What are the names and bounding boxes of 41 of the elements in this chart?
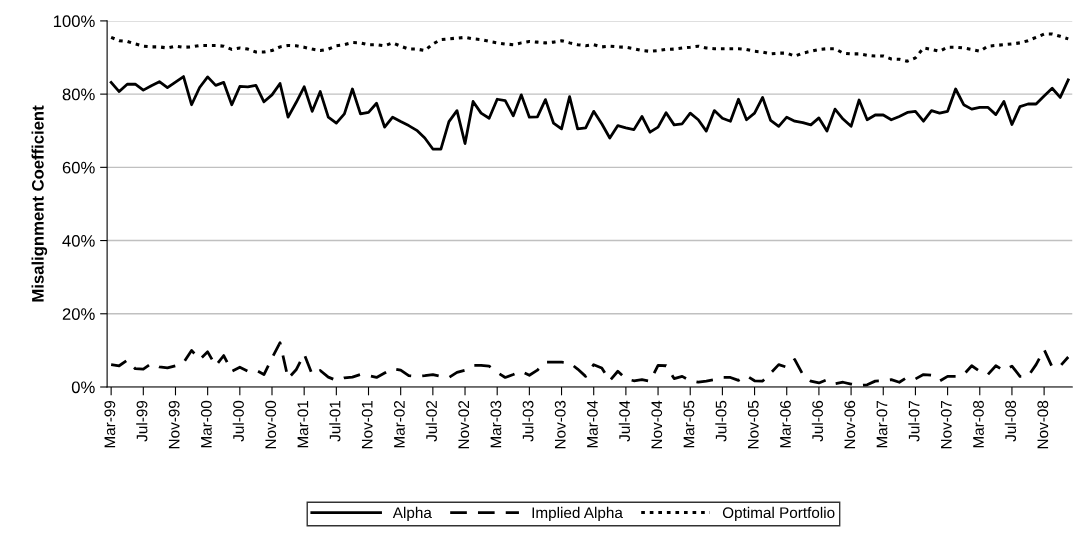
x-tick-label: Nov-05	[747, 400, 759, 449]
legend-label: Optimal Portfolio	[722, 506, 835, 522]
y-tick-label: 40%	[62, 234, 95, 247]
legend-label: Alpha	[392, 506, 432, 522]
x-tick-label: Jul-04	[618, 400, 630, 442]
x-tick-label: Nov-01	[361, 400, 373, 449]
x-tick-label: Jul-05	[715, 400, 727, 442]
x-tick-label: Nov-03	[554, 400, 566, 449]
x-tick-label: Nov-06	[844, 400, 856, 449]
x-tick-label: Nov-99	[168, 400, 180, 449]
x-tick-label: Nov-04	[651, 400, 663, 449]
x-tick-label: Jul-08	[1004, 400, 1017, 442]
x-tick-label: Nov-07	[940, 400, 952, 449]
x-tick-label: Jul-03	[522, 400, 534, 442]
x-tick-label: Jul-07	[908, 400, 920, 442]
y-tick-label: 0%	[71, 381, 95, 394]
x-tick-label: Mar-03	[490, 400, 502, 448]
x-tick-label: Mar-00	[200, 400, 212, 448]
y-tick-label: 20%	[62, 308, 95, 320]
y-tick-label: 80%	[62, 88, 95, 101]
x-tick-label: Nov-00	[265, 400, 277, 449]
x-tick-label: Mar-99	[104, 400, 116, 448]
legend-label: Implied Alpha	[532, 506, 623, 522]
y-tick-label: 100%	[53, 15, 95, 28]
x-tick-label: Mar-02	[393, 400, 405, 448]
x-tick-label: Mar-08	[973, 400, 984, 448]
x-tick-label: Nov-08	[1037, 400, 1049, 449]
x-tick-label: Mar-05	[683, 400, 695, 448]
line-series	[109, 32, 1070, 63]
x-tick-label: Nov-02	[458, 400, 470, 449]
x-tick-label: Mar-06	[780, 400, 791, 448]
y-axis-title: Misalignment Coefficient	[31, 105, 48, 302]
x-tick-label: Jul-99	[136, 400, 148, 442]
x-tick-label: Jul-06	[811, 400, 824, 442]
x-tick-label: Jul-02	[425, 400, 437, 442]
y-tick-label: 60%	[62, 161, 95, 174]
x-tick-label: Jul-00	[232, 400, 244, 442]
x-tick-label: Mar-01	[297, 400, 309, 448]
x-tick-label: Mar-04	[586, 400, 598, 448]
x-tick-label: Jul-01	[329, 400, 341, 442]
x-tick-label: Mar-07	[876, 400, 888, 448]
